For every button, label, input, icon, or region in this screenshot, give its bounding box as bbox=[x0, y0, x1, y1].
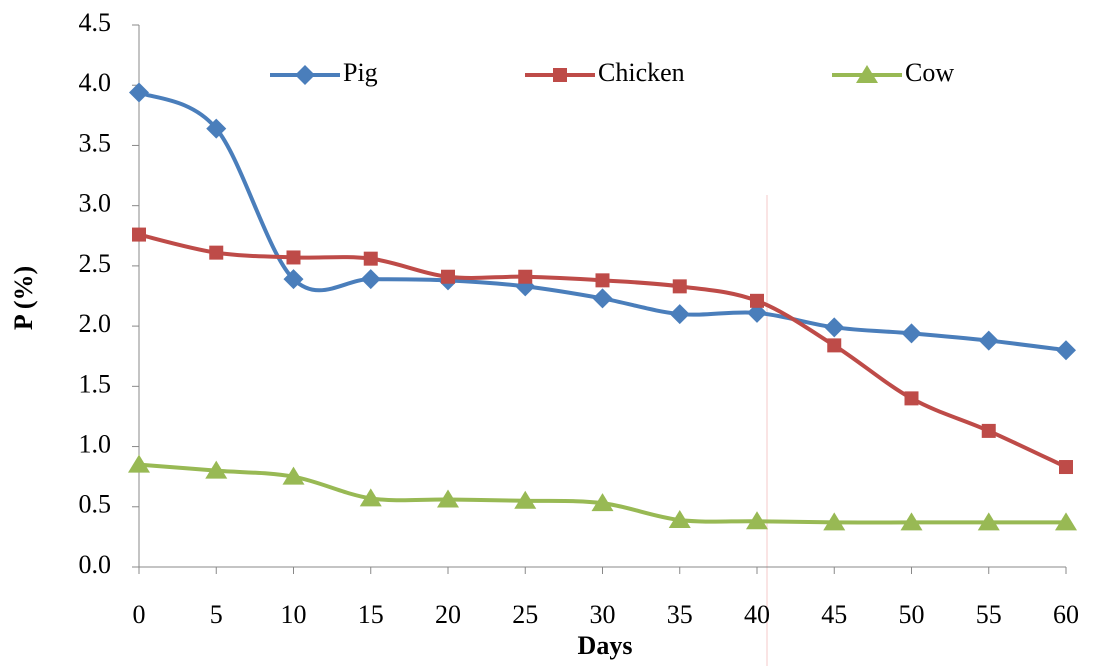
x-tick-label: 45 bbox=[821, 600, 847, 629]
x-tick-label: 20 bbox=[435, 600, 461, 629]
x-tick-label: 15 bbox=[358, 600, 384, 629]
marker bbox=[982, 424, 996, 438]
y-tick-label: 1.5 bbox=[79, 369, 112, 398]
y-tick-label: 0.5 bbox=[79, 490, 112, 519]
x-tick-label: 50 bbox=[899, 600, 925, 629]
marker bbox=[902, 323, 922, 343]
y-tick-label: 2.0 bbox=[79, 309, 112, 338]
marker bbox=[553, 68, 567, 82]
marker bbox=[905, 391, 919, 405]
x-tick-label: 5 bbox=[210, 600, 223, 629]
page: {"chart_data": {"type": "line", "x_label… bbox=[0, 0, 1094, 666]
x-tick-label: 40 bbox=[744, 600, 770, 629]
x-tick-label: 60 bbox=[1053, 600, 1079, 629]
legend-label: Pig bbox=[343, 58, 378, 87]
x-tick-label: 30 bbox=[590, 600, 616, 629]
y-tick-label: 1.0 bbox=[79, 430, 112, 459]
marker bbox=[1059, 460, 1073, 474]
y-tick-label: 4.0 bbox=[79, 68, 112, 97]
x-tick-label: 10 bbox=[281, 600, 307, 629]
chart: Days P (%) 0.0 0.5 1.0 1.5 2.0 2.5 3.0 3.5 4.0 4.… bbox=[0, 0, 1094, 666]
marker bbox=[670, 304, 690, 324]
y-tick-label: 3.0 bbox=[79, 189, 112, 218]
y-tick-label: 2.5 bbox=[79, 249, 112, 278]
series-line bbox=[139, 92, 1066, 350]
marker bbox=[673, 279, 687, 293]
x-tick-label: 35 bbox=[667, 600, 693, 629]
legend-label: Cow bbox=[905, 58, 954, 87]
legend-label: Chicken bbox=[598, 58, 685, 87]
x-tick-label: 0 bbox=[133, 600, 146, 629]
marker bbox=[441, 270, 455, 284]
x-tick-label: 25 bbox=[512, 600, 538, 629]
marker bbox=[596, 273, 610, 287]
marker bbox=[295, 65, 315, 85]
series-line bbox=[139, 235, 1066, 467]
marker bbox=[827, 338, 841, 352]
marker bbox=[750, 294, 764, 308]
marker bbox=[287, 250, 301, 264]
x-axis-title: Days bbox=[578, 631, 633, 660]
marker bbox=[824, 317, 844, 337]
marker bbox=[979, 331, 999, 351]
y-tick-label: 4.5 bbox=[79, 8, 112, 37]
marker bbox=[593, 288, 613, 308]
marker bbox=[518, 270, 532, 284]
y-axis-title: P (%) bbox=[9, 266, 38, 330]
x-tick-label: 55 bbox=[976, 600, 1002, 629]
marker bbox=[361, 269, 381, 289]
marker bbox=[132, 228, 146, 242]
marker bbox=[1056, 340, 1076, 360]
marker bbox=[209, 246, 223, 260]
y-tick-label: 0.0 bbox=[79, 550, 112, 579]
marker bbox=[364, 252, 378, 266]
y-tick-label: 3.5 bbox=[79, 128, 112, 157]
